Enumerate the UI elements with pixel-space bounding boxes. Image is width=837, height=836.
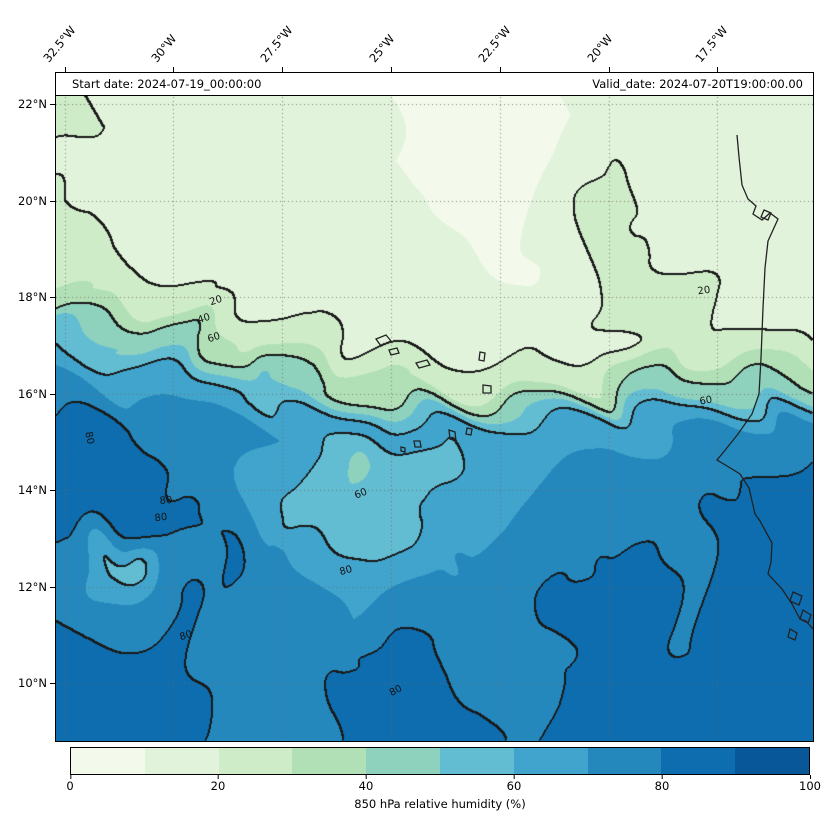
valid-date-label: Valid_date: 2024-07-20T19:00:00.00 <box>592 77 803 91</box>
colorbar-cell <box>144 748 219 774</box>
lat-tick-mark <box>50 200 55 202</box>
colorbar-tick-label: 0 <box>66 775 74 793</box>
colorbar-cell <box>218 748 293 774</box>
lat-tick-label: 12°N <box>18 579 47 594</box>
lat-tick-mark <box>50 393 55 395</box>
colorbar-tick-label: 40 <box>358 775 374 793</box>
map-plot: 20 40 60 20 60 60 80 80 80 80 80 80 Start date: 202… <box>18 23 814 742</box>
lon-tick-label: 30°W <box>148 31 180 65</box>
colorbar-cell <box>439 748 514 774</box>
colorbar: 0 20 40 60 80 100 850 hPa relative humidity (… <box>66 747 821 811</box>
lat-tick-label: 10°N <box>18 676 47 691</box>
lon-tick-label: 20°W <box>583 31 615 65</box>
lon-tick-mark <box>717 67 719 72</box>
colorbar-cell <box>366 748 440 774</box>
colorbar-tick-label: 100 <box>799 775 821 793</box>
start-date-label: Start date: 2024-07-19_00:00:00 <box>72 77 262 91</box>
lat-tick-label: 20°N <box>18 193 47 208</box>
colorbar-cells <box>70 747 810 775</box>
lat-tick-mark <box>50 586 55 588</box>
lon-tick-mark <box>390 67 392 72</box>
lat-tick-label: 16°N <box>18 386 47 401</box>
lat-tick-mark <box>50 104 55 106</box>
lat-tick-mark <box>50 297 55 299</box>
lon-tick-label: 27.5°W <box>257 23 296 65</box>
lat-tick-label: 18°N <box>18 290 47 305</box>
colorbar-tick-label: 20 <box>210 775 226 793</box>
lon-tick-label: 25°W <box>366 31 398 65</box>
lon-tick-label: 22.5°W <box>475 23 514 65</box>
colorbar-cell <box>661 748 736 774</box>
colorbar-cell <box>587 748 662 774</box>
colorbar-cell <box>292 748 367 774</box>
lon-tick-mark <box>608 67 610 72</box>
lat-tick-label: 22°N <box>18 97 47 112</box>
humidity-field-canvas <box>56 73 813 741</box>
lat-tick-mark <box>50 683 55 685</box>
lat-tick-mark <box>50 490 55 492</box>
colorbar-cell <box>735 748 809 774</box>
colorbar-ticks: 0 20 40 60 80 100 <box>66 775 821 795</box>
colorbar-cell <box>513 748 588 774</box>
colorbar-label: 850 hPa relative humidity (%) <box>354 797 526 811</box>
lon-tick-label: 17.5°W <box>692 23 731 65</box>
lon-tick-mark <box>173 67 175 72</box>
annotation-strip: Start date: 2024-07-19_00:00:00 Valid_da… <box>56 73 813 96</box>
lon-tick-mark <box>282 67 284 72</box>
lon-tick-label: 32.5°W <box>39 23 79 65</box>
lon-tick-mark <box>64 67 66 72</box>
lon-tick-mark <box>499 67 501 72</box>
lat-tick-label: 14°N <box>18 483 47 498</box>
colorbar-tick-label: 60 <box>506 775 522 793</box>
colorbar-tick-label: 80 <box>654 775 670 793</box>
colorbar-cell <box>71 748 145 774</box>
